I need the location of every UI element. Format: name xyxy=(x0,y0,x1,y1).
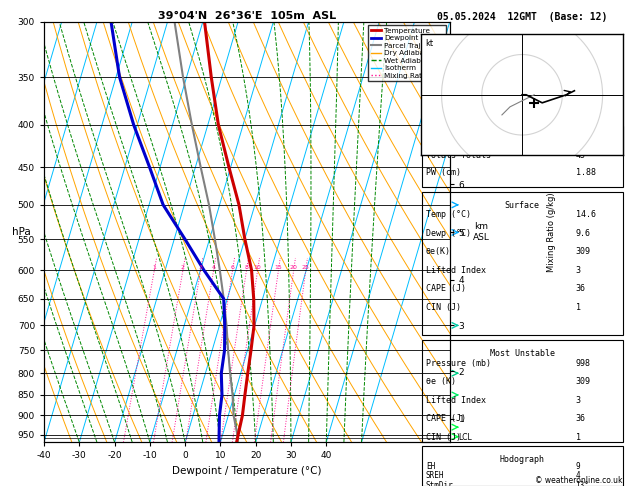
Text: PW (cm): PW (cm) xyxy=(426,168,461,177)
Text: 20: 20 xyxy=(290,265,298,270)
Text: 9: 9 xyxy=(576,462,580,471)
Text: 3: 3 xyxy=(576,266,581,275)
Text: 15: 15 xyxy=(275,265,282,270)
Bar xyxy=(421,446,623,486)
Text: Hodograph: Hodograph xyxy=(499,455,545,464)
Text: 24: 24 xyxy=(576,134,586,143)
Text: 13°: 13° xyxy=(576,481,589,486)
Text: EH: EH xyxy=(426,462,435,471)
Bar xyxy=(421,192,623,335)
Text: 4: 4 xyxy=(211,265,216,270)
Text: CAPE (J): CAPE (J) xyxy=(426,284,466,294)
Text: LCL: LCL xyxy=(458,434,472,442)
Text: 14.6: 14.6 xyxy=(576,210,596,220)
Text: © weatheronline.co.uk: © weatheronline.co.uk xyxy=(535,476,623,485)
Text: 309: 309 xyxy=(576,247,591,257)
Title: 39°04'N  26°36'E  105m  ASL: 39°04'N 26°36'E 105m ASL xyxy=(158,11,336,21)
Text: K: K xyxy=(426,134,431,143)
Text: 25: 25 xyxy=(302,265,309,270)
Text: 1: 1 xyxy=(576,433,581,442)
Y-axis label: km
ASL: km ASL xyxy=(473,223,489,242)
Text: 998: 998 xyxy=(576,359,591,368)
Text: StmDir: StmDir xyxy=(426,481,454,486)
Text: 1: 1 xyxy=(152,265,156,270)
Text: Totals Totals: Totals Totals xyxy=(426,151,491,160)
Text: Lifted Index: Lifted Index xyxy=(426,396,486,405)
Text: 4: 4 xyxy=(576,471,580,481)
Text: 36: 36 xyxy=(576,414,586,423)
Text: 2: 2 xyxy=(181,265,185,270)
Legend: Temperature, Dewpoint, Parcel Trajectory, Dry Adiabat, Wet Adiabat, Isotherm, Mi: Temperature, Dewpoint, Parcel Trajectory… xyxy=(369,25,446,81)
X-axis label: Dewpoint / Temperature (°C): Dewpoint / Temperature (°C) xyxy=(172,466,321,476)
Text: 1.88: 1.88 xyxy=(576,168,596,177)
Text: θe(K): θe(K) xyxy=(426,247,451,257)
Text: Lifted Index: Lifted Index xyxy=(426,266,486,275)
Text: Most Unstable: Most Unstable xyxy=(489,349,555,358)
Text: 10: 10 xyxy=(253,265,262,270)
Text: 05.05.2024  12GMT  (Base: 12): 05.05.2024 12GMT (Base: 12) xyxy=(437,12,607,22)
Text: kt: kt xyxy=(425,39,433,48)
Text: CAPE (J): CAPE (J) xyxy=(426,414,466,423)
Text: 1: 1 xyxy=(576,303,581,312)
Text: 3: 3 xyxy=(199,265,203,270)
Text: Temp (°C): Temp (°C) xyxy=(426,210,471,220)
Text: Surface: Surface xyxy=(504,201,540,210)
Text: Pressure (mb): Pressure (mb) xyxy=(426,359,491,368)
Bar xyxy=(421,340,623,442)
Text: 8: 8 xyxy=(245,265,248,270)
Text: CIN (J): CIN (J) xyxy=(426,433,461,442)
Text: CIN (J): CIN (J) xyxy=(426,303,461,312)
Text: Mixing Ratio (g/kg): Mixing Ratio (g/kg) xyxy=(547,192,555,272)
Text: SREH: SREH xyxy=(426,471,444,481)
Text: Dewp (°C): Dewp (°C) xyxy=(426,229,471,238)
Text: 309: 309 xyxy=(576,377,591,386)
Text: 6: 6 xyxy=(231,265,235,270)
Text: 9.6: 9.6 xyxy=(576,229,591,238)
Text: hPa: hPa xyxy=(13,227,31,237)
Text: 36: 36 xyxy=(576,284,586,294)
Bar xyxy=(421,126,623,187)
Text: 3: 3 xyxy=(576,396,581,405)
Text: θe (K): θe (K) xyxy=(426,377,456,386)
Text: 45: 45 xyxy=(576,151,586,160)
